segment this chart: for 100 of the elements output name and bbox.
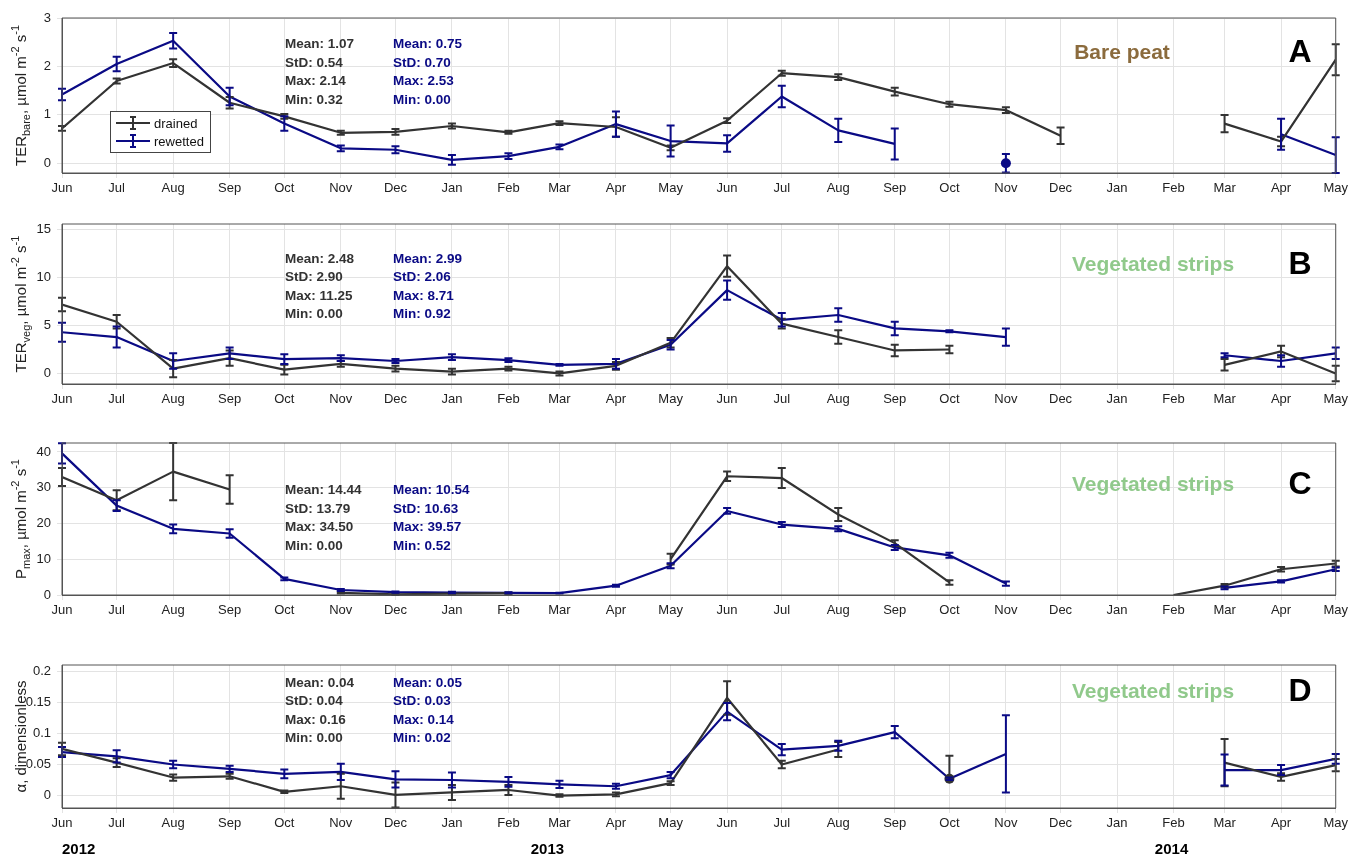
y-tick-label: 0 [43, 586, 51, 602]
x-tick-label: Jun [51, 180, 73, 196]
y-tick-label: 40 [36, 443, 51, 459]
y-tick-label: 30 [36, 479, 51, 495]
annotation: StD: 2.06 [393, 269, 452, 285]
annotation: B [1288, 244, 1312, 281]
x-tick-label: Nov [994, 391, 1018, 407]
x-tick-label: Dec [383, 391, 408, 407]
y-tick-label: 0 [43, 154, 51, 170]
x-tick-label: Sep [218, 180, 242, 196]
x-tick-label: Jul [773, 815, 791, 831]
x-tick-label: Oct [274, 602, 295, 618]
x-tick-label: Feb [497, 180, 520, 196]
annotation: Mean: 0.04 [285, 674, 355, 690]
y-tick-label: 1 [43, 106, 51, 122]
x-tick-label: Feb [1162, 180, 1185, 196]
text: 2014 [1154, 840, 1189, 858]
y-tick-label: 0.05 [25, 756, 51, 772]
x-tick-label: Jun [716, 180, 738, 196]
x-tick-label: Aug [161, 180, 185, 196]
x-tick-label: Feb [1162, 602, 1185, 618]
x-tick-label: Jun [716, 602, 738, 618]
annotation: StD: 2.90 [285, 269, 343, 285]
x-tick-label: Oct [274, 180, 295, 196]
annotation: Mean: 0.75 [393, 36, 463, 52]
y-tick-label: 2 [43, 58, 51, 74]
x-tick-label: May [658, 602, 684, 618]
x-tick-label: Mar [1213, 815, 1237, 831]
y-tick-label: 0.15 [25, 693, 51, 709]
x-tick-label: Oct [939, 602, 960, 618]
annotation: Min: 0.02 [393, 730, 451, 746]
x-tick-label: Jun [51, 602, 73, 618]
y-tick-label: 20 [36, 515, 51, 531]
x-tick-label: Jun [51, 391, 73, 407]
x-tick-label: May [658, 815, 684, 831]
x-tick-label: Oct [274, 815, 295, 831]
x-tick-label: Feb [1162, 391, 1185, 407]
x-tick-label: Jan [1106, 602, 1128, 618]
x-tick-label: Dec [1049, 180, 1073, 196]
annotation: Min: 0.00 [285, 537, 343, 553]
x-tick-label: Sep [218, 391, 242, 407]
y-tick-label: 15 [36, 221, 51, 237]
x-tick-label: Nov [994, 180, 1018, 196]
annotation: Max: 8.71 [393, 287, 455, 303]
annotation: Min: 0.32 [285, 91, 343, 107]
x-tick-label: Apr [1270, 391, 1292, 407]
x-tick-label: Jul [108, 815, 126, 831]
x-tick-label: May [1323, 391, 1349, 407]
x-tick-label: Jun [716, 815, 738, 831]
x-tick-label: Mar [548, 180, 572, 196]
annotation: Min: 0.92 [393, 306, 451, 322]
y-tick-label: 0 [43, 365, 51, 381]
x-tick-label: Dec [1049, 815, 1073, 831]
y-axis-title: TERbare, µmol m-2 s-1 [9, 24, 33, 167]
annotation: Max: 0.14 [393, 711, 455, 727]
y-tick-label: 3 [43, 9, 51, 25]
x-tick-label: Mar [548, 602, 572, 618]
x-tick-label: Dec [1049, 391, 1073, 407]
x-tick-label: May [1323, 602, 1349, 618]
x-tick-label: Apr [605, 602, 627, 618]
annotation: Bare peat [1074, 39, 1170, 63]
y-tick-label: 10 [36, 550, 51, 566]
annotation: StD: 0.03 [393, 693, 452, 709]
annotation: Max: 2.14 [285, 73, 347, 89]
x-tick-label: Jul [108, 602, 126, 618]
x-tick-label: Aug [826, 602, 850, 618]
x-tick-label: Aug [826, 180, 850, 196]
x-tick-label: Mar [548, 391, 572, 407]
x-tick-label: Feb [497, 602, 520, 618]
text: 2012 [62, 840, 96, 858]
x-tick-label: Jan [1106, 391, 1128, 407]
text: 2013 [530, 840, 565, 858]
annotation: Min: 0.00 [285, 306, 343, 322]
y-tick-label: 10 [36, 269, 51, 285]
x-tick-label: Jun [51, 815, 73, 831]
x-tick-label: Sep [883, 391, 907, 407]
x-tick-label: May [1323, 180, 1349, 196]
x-tick-label: May [658, 180, 684, 196]
x-tick-label: May [658, 391, 684, 407]
x-tick-label: Jan [1106, 815, 1128, 831]
x-tick-label: Jan [1106, 180, 1128, 196]
annotation: StD: 0.04 [285, 693, 344, 709]
x-tick-label: Jul [773, 391, 791, 407]
annotation: A [1288, 32, 1312, 69]
annotation: Max: 2.53 [393, 73, 455, 89]
x-tick-label: Apr [605, 815, 627, 831]
y-axis-title: Pmax, µmol m-2 s-1 [9, 459, 33, 579]
x-tick-label: Jan [441, 815, 463, 831]
annotation: Max: 11.25 [285, 287, 354, 303]
x-tick-label: Nov [994, 815, 1018, 831]
x-tick-label: Oct [939, 391, 960, 407]
x-tick-label: Mar [1213, 602, 1237, 618]
annotation: Mean: 14.44 [285, 482, 363, 498]
x-tick-label: Sep [883, 602, 907, 618]
x-tick-label: Jan [441, 602, 463, 618]
annotation: StD: 0.54 [285, 54, 344, 70]
annotation: Mean: 0.05 [393, 674, 463, 690]
x-tick-label: Feb [1162, 815, 1185, 831]
x-tick-label: Apr [1270, 180, 1292, 196]
point [665, 562, 676, 570]
